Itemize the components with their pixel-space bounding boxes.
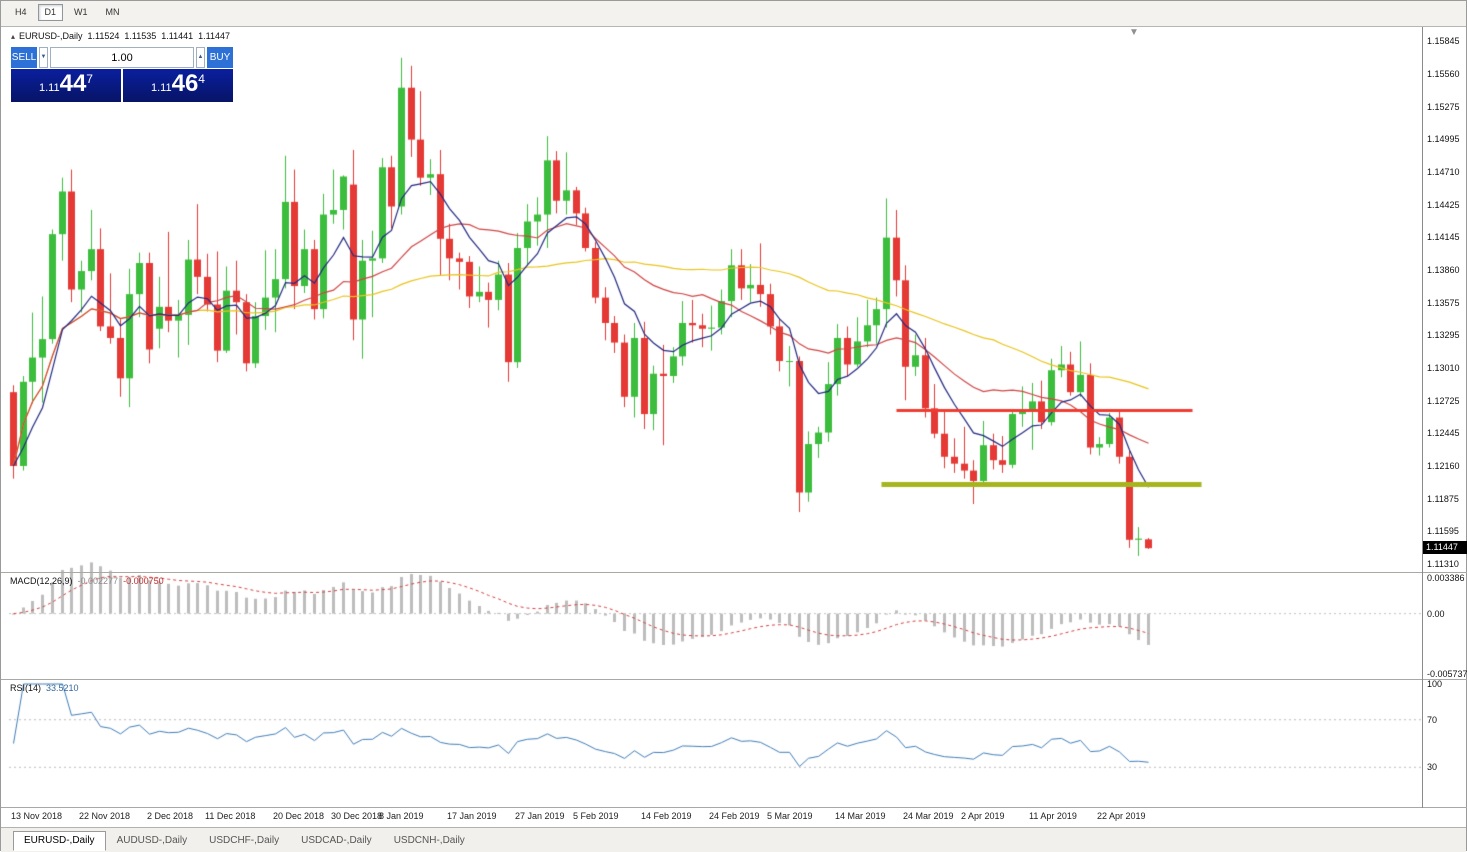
- timeframe-button-d1[interactable]: D1: [37, 4, 64, 21]
- price-scale[interactable]: 1.11447 1.15845 1.15560 1.15275 1.14995 1.14…: [1422, 27, 1467, 808]
- main-chart-region[interactable]: [1, 27, 1422, 572]
- tab-usdcad-daily[interactable]: USDCAD-,Daily: [301, 835, 372, 846]
- price-scale-label: 1.15275: [1427, 102, 1460, 112]
- current-price-tag: 1.11447: [1423, 541, 1467, 554]
- time-scale-label: 20 Dec 2018: [273, 811, 325, 821]
- time-scale-label: 5 Feb 2019: [573, 811, 619, 821]
- chart-header: ▴ EURUSD-,Daily 1.11524 1.11535 1.11441 1.114…: [11, 31, 230, 41]
- quote-low: 1.11441: [161, 31, 194, 41]
- price-scale-label: 1.14710: [1427, 167, 1460, 177]
- price-scale-label: 1.11875: [1427, 494, 1459, 504]
- macd-main-value: -0.002277: [77, 576, 119, 586]
- timeframe-button-w1[interactable]: W1: [74, 7, 88, 17]
- quote-open: 1.11524: [87, 31, 120, 41]
- rsi-scale-label: 70: [1427, 715, 1438, 725]
- quote-close: 1.11447: [198, 31, 231, 41]
- price-scale-label: 1.12725: [1427, 396, 1460, 406]
- timeframe-button-h4[interactable]: H4: [15, 7, 27, 17]
- time-scale-label: 24 Feb 2019: [709, 811, 760, 821]
- buy-price-sup: 4: [198, 72, 205, 86]
- chart-symbol-label: EURUSD-,Daily: [19, 31, 83, 41]
- rsi-scale-label: 100: [1427, 679, 1443, 689]
- volume-increase-button[interactable]: ▲: [196, 47, 205, 68]
- volume-input[interactable]: [50, 47, 194, 68]
- sell-price-button[interactable]: 1.11447: [11, 69, 121, 102]
- price-scale-label: 1.11310: [1427, 559, 1459, 569]
- time-scale-label: 5 Mar 2019: [767, 811, 813, 821]
- buy-header-button[interactable]: BUY: [206, 47, 233, 68]
- chart-shift-marker-icon[interactable]: ▼: [1129, 27, 1139, 38]
- sell-price-prefix: 1.11: [39, 82, 60, 94]
- quote-high: 1.11535: [124, 31, 157, 41]
- price-scale-label: 1.14425: [1427, 200, 1460, 210]
- price-scale-label: 1.14145: [1427, 232, 1460, 242]
- tab-usdcnh-daily[interactable]: USDCNH-,Daily: [393, 835, 465, 846]
- sell-price-big: 44: [59, 70, 87, 97]
- sell-header-button[interactable]: SELL: [11, 47, 38, 68]
- macd-name: MACD(12,26,9): [10, 576, 73, 586]
- time-scale-label: 8 Jan 2019: [379, 811, 424, 821]
- price-scale-label: 1.15845: [1427, 36, 1460, 46]
- buy-price-prefix: 1.11: [151, 82, 172, 94]
- time-scale-label: 14 Mar 2019: [835, 811, 886, 821]
- tab-audusd-daily[interactable]: AUDUSD-,Daily: [116, 835, 188, 846]
- chart-tab-bar: EURUSD-,Daily AUDUSD-,Daily USDCHF-,Daily U…: [1, 827, 1466, 852]
- time-scale-label: 2 Dec 2018: [147, 811, 194, 821]
- price-scale-label: 1.11595: [1427, 526, 1459, 536]
- macd-signal-value: -0.000750: [123, 576, 164, 586]
- rsi-value: 33.5210: [46, 683, 79, 693]
- volume-decrease-button[interactable]: ▼: [39, 47, 48, 68]
- price-scale-label: 1.13295: [1427, 330, 1460, 340]
- panel-resize-divider-macd[interactable]: [1, 572, 1467, 573]
- macd-scale-label: 0.00: [1427, 609, 1445, 619]
- timeframe-toolbar: H4 D1 W1 MN: [1, 1, 1466, 27]
- price-scale-label: 1.13010: [1427, 363, 1460, 373]
- rsi-name: RSI(14): [10, 683, 42, 693]
- price-scale-label: 1.13575: [1427, 298, 1460, 308]
- time-scale[interactable]: 13 Nov 2018 22 Nov 2018 2 Dec 2018 11 Dec 2…: [1, 808, 1467, 826]
- macd-indicator-label: MACD(12,26,9) -0.002277 -0.000750: [10, 576, 164, 586]
- macd-panel-region[interactable]: [1, 573, 1422, 679]
- buy-price-button[interactable]: 1.11464: [123, 69, 233, 102]
- price-scale-label: 1.12160: [1427, 461, 1460, 471]
- rsi-panel-region[interactable]: [1, 680, 1422, 807]
- one-click-trading-panel: SELL ▼ ▲ BUY 1.11447 1.11464: [11, 47, 233, 102]
- price-scale-label: 1.12445: [1427, 428, 1460, 438]
- time-scale-label: 22 Nov 2018: [79, 811, 131, 821]
- panel-resize-divider-rsi[interactable]: [1, 679, 1467, 680]
- time-scale-label: 13 Nov 2018: [11, 811, 63, 821]
- time-scale-label: 27 Jan 2019: [515, 811, 565, 821]
- rsi-indicator-label: RSI(14) 33.5210: [10, 683, 79, 693]
- timeframe-button-mn[interactable]: MN: [105, 7, 120, 17]
- buy-price-big: 46: [171, 70, 199, 97]
- time-scale-label: 2 Apr 2019: [961, 811, 1005, 821]
- tab-usdchf-daily[interactable]: USDCHF-,Daily: [209, 835, 280, 846]
- time-scale-label: 22 Apr 2019: [1097, 811, 1146, 821]
- time-scale-label: 30 Dec 2018: [331, 811, 383, 821]
- time-scale-label: 11 Dec 2018: [205, 811, 256, 821]
- tab-eurusd-daily[interactable]: EURUSD-,Daily: [13, 831, 106, 851]
- price-scale-label: 1.15560: [1427, 69, 1460, 79]
- sell-price-sup: 7: [86, 72, 93, 86]
- time-scale-label: 11 Apr 2019: [1029, 811, 1077, 821]
- macd-scale-label: -0.005737: [1427, 669, 1467, 679]
- macd-scale-label: 0.003386: [1427, 573, 1465, 583]
- panel-resize-divider-time[interactable]: [1, 807, 1467, 808]
- collapse-arrow-icon[interactable]: ▴: [11, 32, 16, 41]
- price-scale-label: 1.13860: [1427, 265, 1460, 275]
- time-scale-label: 14 Feb 2019: [641, 811, 692, 821]
- time-scale-label: 17 Jan 2019: [447, 811, 497, 821]
- rsi-scale-label: 30: [1427, 762, 1438, 772]
- price-scale-label: 1.14995: [1427, 134, 1460, 144]
- time-scale-label: 24 Mar 2019: [903, 811, 954, 821]
